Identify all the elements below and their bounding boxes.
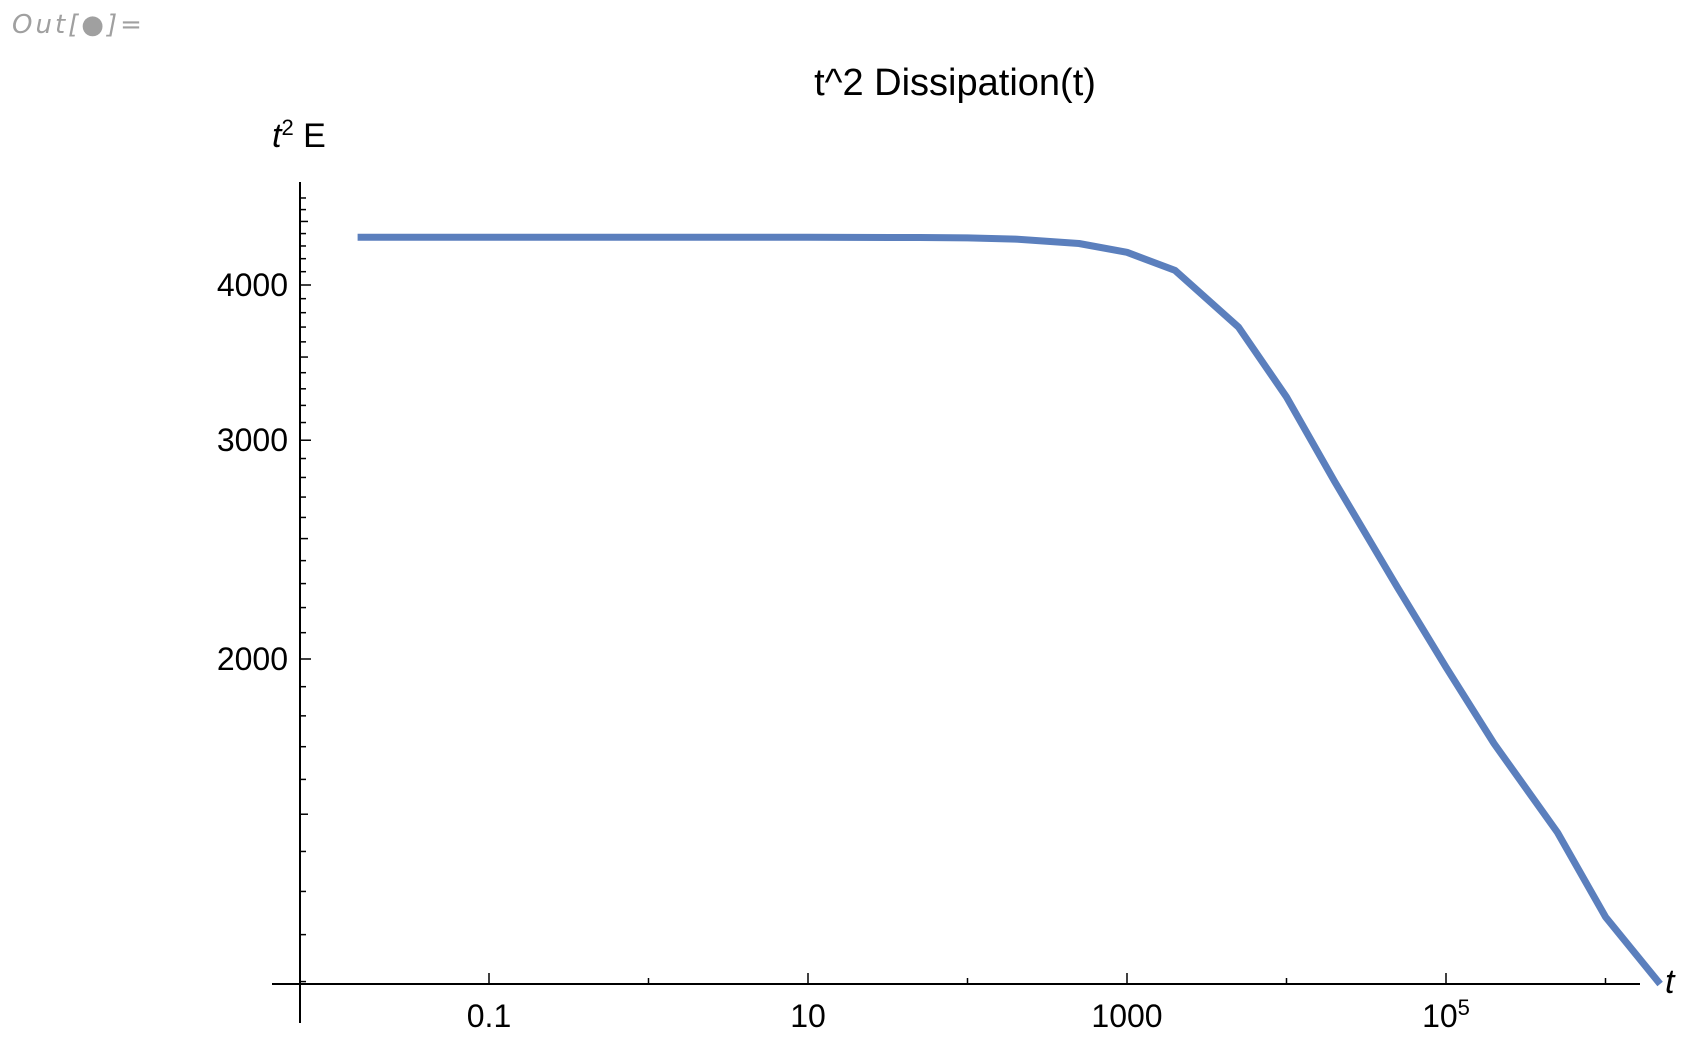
series-line	[357, 233, 1663, 987]
x-tick-label: 1000	[1091, 998, 1162, 1034]
y-axis-label: t2 E	[272, 115, 326, 156]
output-cell-label: Out[●]=	[12, 10, 145, 40]
x-axis-label: t	[1665, 963, 1676, 1001]
x-axis-ticks: 0.1 10 1000 105	[467, 973, 1607, 1035]
y-axis-label-suffix: E	[294, 117, 326, 155]
y-tick-label: 4000	[217, 267, 288, 303]
y-axis-ticks: 2000 3000 4000	[217, 197, 311, 983]
x-tick-label: 10	[790, 998, 826, 1034]
series-layer	[357, 233, 1663, 987]
y-axis-label-sup: 2	[281, 115, 293, 140]
x-tick-label: 0.1	[467, 998, 511, 1034]
x-tick-label: 105	[1422, 995, 1470, 1035]
y-tick-label: 2000	[217, 641, 288, 677]
y-axis-label-var: t	[272, 117, 283, 155]
y-tick-label: 3000	[217, 422, 288, 458]
chart-title: t^2 Dissipation(t)	[814, 62, 1096, 104]
